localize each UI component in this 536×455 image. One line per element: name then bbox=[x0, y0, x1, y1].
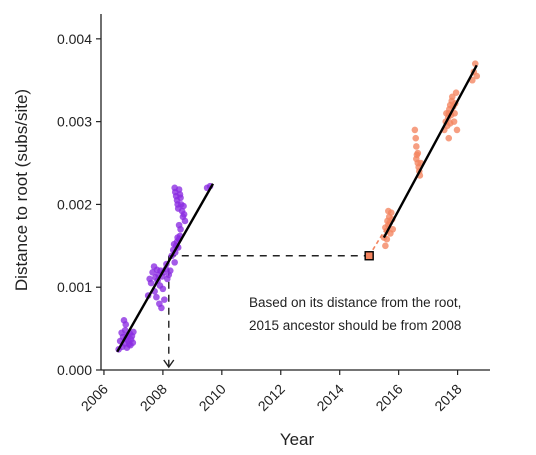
orange-data-point bbox=[413, 143, 420, 150]
purple-data-point bbox=[161, 296, 168, 303]
x-tick-label: 2008 bbox=[137, 381, 170, 414]
orange-data-point bbox=[382, 242, 389, 250]
purple-data-point bbox=[181, 217, 189, 225]
y-tick-label: 0.003 bbox=[57, 114, 92, 130]
orange-data-point bbox=[411, 126, 419, 134]
purple-data-point bbox=[177, 194, 184, 202]
purple-data-point bbox=[159, 285, 167, 293]
x-tick-label: 2006 bbox=[78, 381, 111, 414]
x-axis-title: Year bbox=[280, 430, 315, 449]
orange-data-point bbox=[448, 93, 456, 101]
x-tick-label: 2016 bbox=[372, 381, 405, 414]
orange-data-point bbox=[385, 207, 392, 215]
purple-data-point bbox=[122, 321, 130, 328]
orange-data-point bbox=[389, 225, 397, 233]
arrow-head bbox=[163, 359, 175, 369]
purple-data-point bbox=[130, 328, 137, 336]
orange-data-point bbox=[453, 126, 461, 134]
y-tick-label: 0.004 bbox=[57, 31, 92, 47]
purple-data-point bbox=[166, 267, 174, 274]
y-tick-label: 0.000 bbox=[57, 362, 92, 378]
purple-data-point bbox=[180, 202, 187, 210]
purple-data-point bbox=[158, 304, 165, 312]
purple-data-point bbox=[180, 211, 188, 218]
orange-data-point bbox=[471, 60, 479, 67]
orange-extrapolation-line bbox=[368, 228, 387, 257]
regression-line-2 bbox=[382, 64, 478, 239]
ancestor-marker bbox=[364, 251, 374, 261]
orange-data-point bbox=[414, 149, 422, 157]
x-tick-label: 2014 bbox=[313, 381, 346, 414]
orange-data-point bbox=[452, 89, 460, 96]
y-axis-title: Distance to root (subs/site) bbox=[12, 89, 31, 291]
y-tick-label: 0.002 bbox=[57, 196, 92, 212]
orange-data-point bbox=[412, 134, 420, 142]
purple-data-point bbox=[153, 293, 160, 301]
orange-data-point bbox=[473, 72, 481, 80]
purple-data-point bbox=[177, 225, 184, 233]
x-tick-label: 2010 bbox=[196, 381, 229, 414]
x-tick-label: 2012 bbox=[255, 381, 288, 414]
purple-data-point bbox=[175, 186, 183, 193]
annotation-line-2: 2015 ancestor should be from 2008 bbox=[249, 318, 461, 333]
orange-data-point bbox=[413, 155, 420, 163]
purple-data-point bbox=[121, 326, 129, 334]
regression-line-1 bbox=[116, 183, 215, 353]
annotation-line-1: Based on its distance from the root, bbox=[249, 295, 461, 310]
x-tick-label: 2018 bbox=[431, 381, 464, 414]
orange-data-point bbox=[446, 119, 454, 127]
orange-data-point bbox=[445, 134, 453, 142]
y-tick-label: 0.001 bbox=[57, 279, 92, 295]
purple-data-point bbox=[147, 279, 155, 287]
purple-data-point bbox=[171, 259, 178, 266]
purple-data-point bbox=[129, 339, 137, 346]
